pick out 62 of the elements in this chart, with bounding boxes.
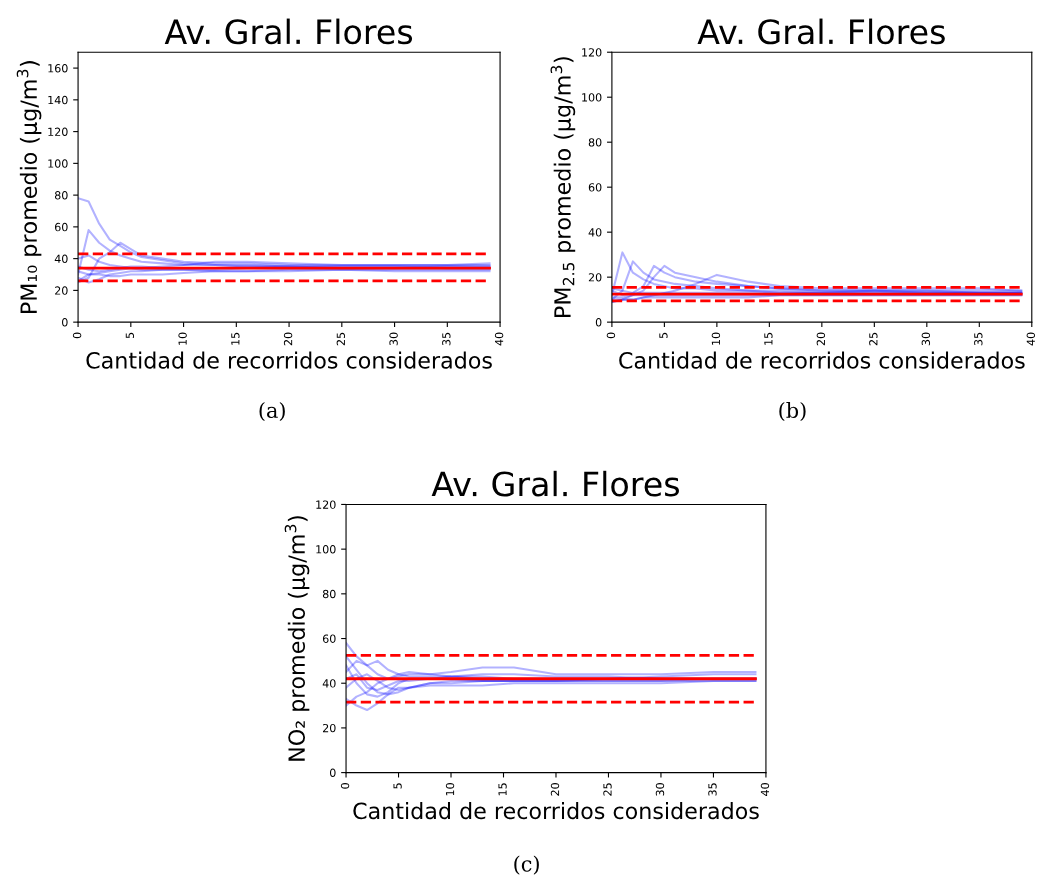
y-tick-label: 120 — [316, 500, 336, 509]
y-tick-label: 40 — [322, 679, 336, 688]
y-tick-label: 60 — [588, 183, 602, 192]
x-tick-label: 35 — [442, 332, 451, 346]
y-tick-label: 80 — [322, 589, 336, 599]
chart-title: Av. Gral. Flores — [164, 18, 413, 45]
y-tick-label: 100 — [582, 93, 602, 102]
x-tick-label: 35 — [708, 783, 717, 796]
x-tick-label: 0 — [340, 783, 350, 789]
y-tick-label: 0 — [329, 768, 336, 777]
x-tick-label: 20 — [283, 332, 293, 346]
x-tick-label: 25 — [336, 332, 346, 346]
x-tick-label: 0 — [72, 332, 82, 339]
text: (b) — [779, 401, 806, 422]
x-tick-label: 5 — [125, 332, 135, 339]
y-tick-label: 60 — [54, 222, 68, 232]
y-tick-label: 20 — [588, 273, 602, 282]
chart-title: Av. Gral. Flores — [697, 18, 945, 45]
y-tick-label: 100 — [48, 159, 68, 168]
x-tick-label: 5 — [393, 783, 402, 789]
y-tick-label: 100 — [316, 545, 336, 554]
x-tick-label: 5 — [659, 332, 668, 339]
y-tick-label: 120 — [48, 127, 68, 136]
y-tick-label: 80 — [54, 191, 68, 200]
y-tick-label: 60 — [322, 634, 336, 643]
y-tick-label: 40 — [54, 254, 68, 264]
y-tick-label: 160 — [48, 64, 68, 73]
x-tick-label: 30 — [389, 332, 398, 346]
x-tick-label: 15 — [231, 332, 240, 345]
y-tick-label: 140 — [48, 95, 68, 105]
y-tick-label: 20 — [322, 723, 336, 733]
x-tick-label: 15 — [498, 783, 507, 796]
x-tick-label: 40 — [1026, 332, 1036, 346]
x-tick-label: 0 — [606, 332, 616, 339]
y-tick-label: 0 — [62, 318, 68, 327]
x-axis-title: Cantidad de recorridos considerados — [353, 802, 759, 820]
text: (c) — [514, 855, 539, 875]
y-tick-label: 120 — [582, 48, 602, 57]
y-axis-title: PM$_{2.5}$ promedio (μg/m$^{3}$) — [550, 57, 576, 317]
text: (a) — [259, 401, 285, 422]
x-tick-label: 40 — [760, 783, 770, 796]
x-tick-label: 20 — [816, 332, 826, 346]
y-tick-label: 40 — [588, 228, 602, 237]
x-tick-label: 30 — [655, 783, 665, 796]
chart-title: Av. Gral. Flores — [431, 470, 679, 497]
x-tick-label: 10 — [445, 783, 455, 796]
y-tick-label: 0 — [595, 318, 602, 327]
x-tick-label: 25 — [869, 332, 878, 346]
x-tick-label: 40 — [494, 332, 504, 346]
x-tick-label: 25 — [603, 783, 612, 796]
x-tick-label: 10 — [178, 332, 187, 345]
x-tick-label: 35 — [974, 332, 983, 346]
y-axis-title: NO₂ promedio (μg/m$^{3}$) — [284, 516, 310, 761]
x-tick-label: 30 — [921, 332, 931, 346]
x-axis-title: Cantidad de recorridos considerados — [619, 351, 1025, 369]
x-tick-label: 10 — [711, 332, 721, 345]
y-tick-label: 80 — [588, 138, 602, 147]
y-axis-title: PM₁₀ promedio (μg/m$^{3}$) — [16, 61, 42, 313]
x-tick-label: 20 — [550, 783, 560, 796]
x-axis-title: Cantidad de recorridos considerados — [86, 351, 492, 369]
x-tick-label: 15 — [764, 332, 773, 345]
y-tick-label: 20 — [55, 286, 68, 295]
